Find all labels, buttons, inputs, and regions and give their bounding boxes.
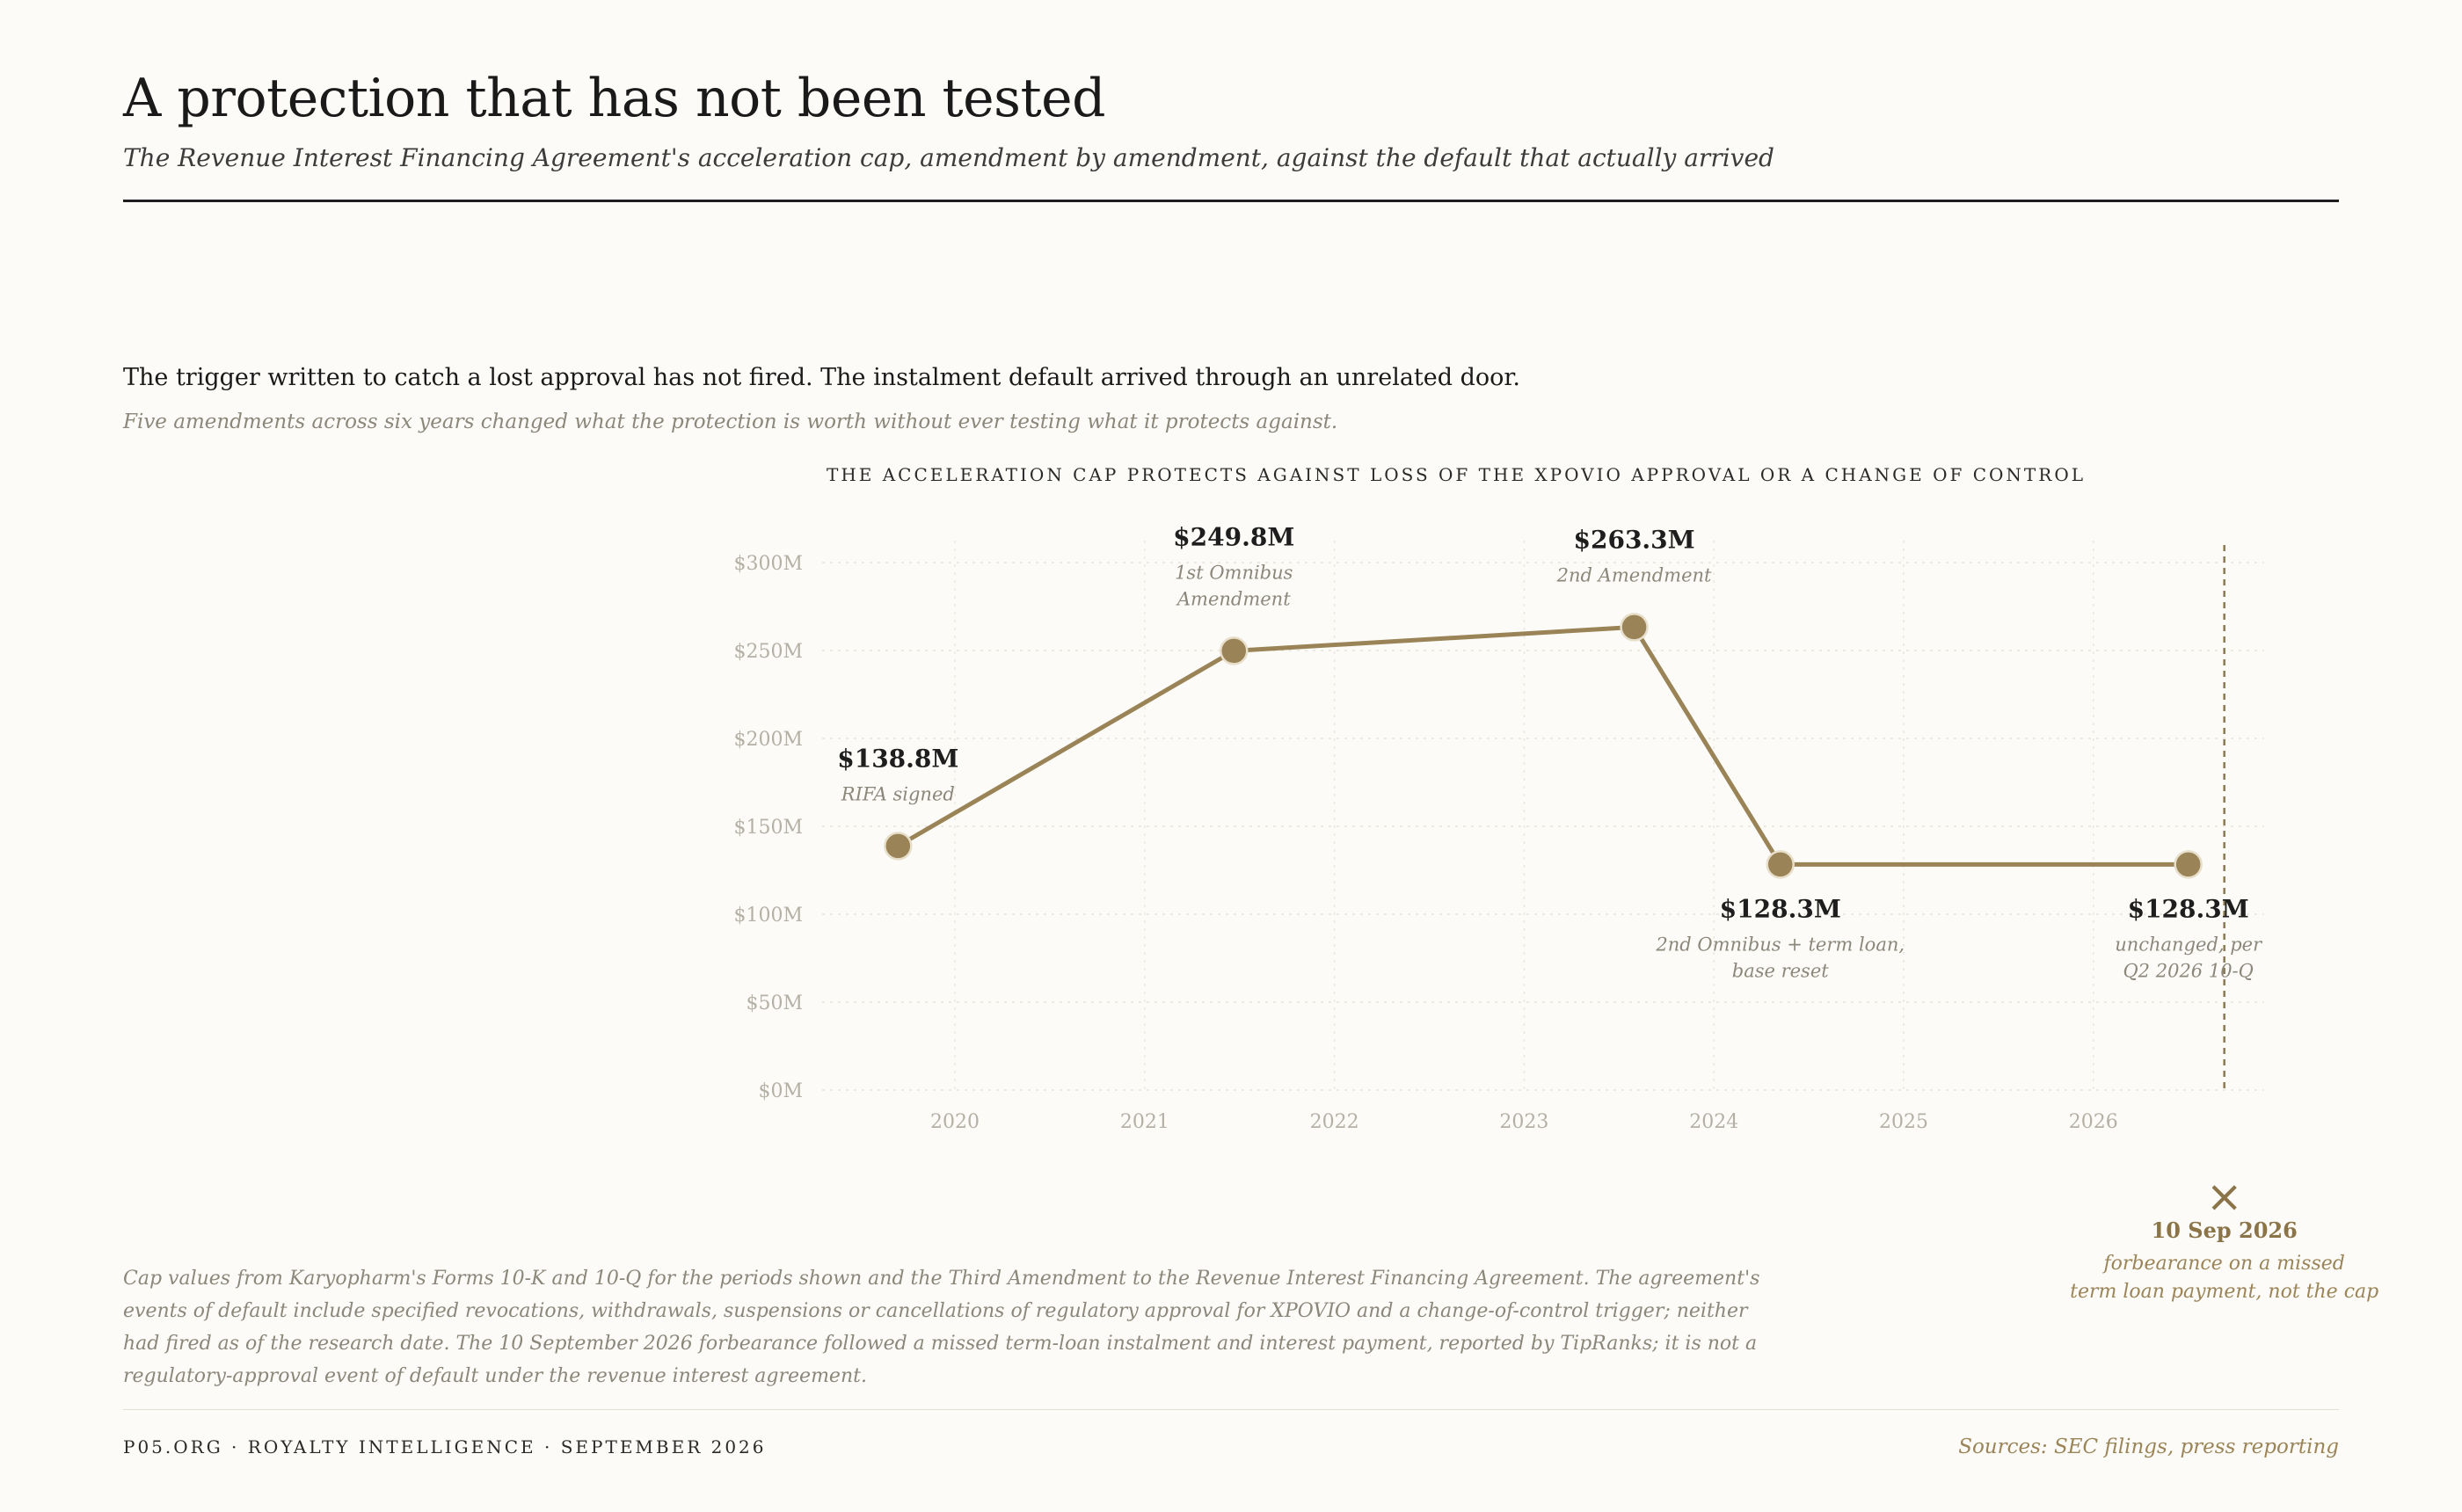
data-point xyxy=(1620,613,1649,642)
x-tick-label: 2022 xyxy=(1310,1111,1359,1133)
point-note: Amendment xyxy=(1176,588,1291,609)
point-note: 2nd Amendment xyxy=(1556,564,1712,585)
event-note: term loan payment, not the cap xyxy=(2070,1281,2378,1303)
point-note: unchanged, per xyxy=(2115,934,2263,955)
footer-rule xyxy=(123,1409,2339,1410)
x-tick-label: 2026 xyxy=(2069,1111,2118,1133)
y-tick-label: $100M xyxy=(733,905,803,927)
x-tick-label: 2024 xyxy=(1689,1111,1738,1133)
dek-text: Five amendments across six years changed… xyxy=(123,411,1338,433)
x-tick-label: 2023 xyxy=(1499,1111,1548,1133)
acceleration-cap-chart: $0M $50M $100M $150M $200M $250M $300M 2020 2021… xyxy=(733,522,2378,1303)
footer-sources: Sources: SEC filings, press reporting xyxy=(1958,1436,2339,1458)
x-tick-label: 2020 xyxy=(930,1111,980,1133)
point-note: base reset xyxy=(1732,960,1830,981)
value-label: $138.8M xyxy=(837,744,958,773)
event-date-label: 10 Sep 2026 xyxy=(2152,1218,2298,1243)
x-tick-label: 2021 xyxy=(1120,1111,1169,1133)
chart-title: THE ACCELERATION CAP PROTECTS AGAINST LO… xyxy=(827,464,2087,485)
data-labels: $138.8M RIFA signed $249.8M 1st Omnibus Amen… xyxy=(837,522,2263,981)
lede-text: The trigger written to catch a lost appr… xyxy=(123,364,1520,391)
event-note: forbearance on a missed xyxy=(2102,1253,2345,1275)
x-tick-label: 2025 xyxy=(1879,1111,1928,1133)
point-note: Q2 2026 10-Q xyxy=(2123,960,2253,981)
data-point xyxy=(2174,850,2203,879)
value-label: $128.3M xyxy=(2128,894,2249,923)
page-subtitle: The Revenue Interest Financing Agreement… xyxy=(123,143,1774,172)
data-point xyxy=(1220,636,1249,665)
point-note: 2nd Omnibus + term loan, xyxy=(1655,934,1905,955)
y-tick-label: $200M xyxy=(733,729,803,751)
header-rule xyxy=(123,200,2339,202)
data-point xyxy=(884,832,913,861)
y-tick-label: $300M xyxy=(733,553,803,575)
event-marker: ×10 Sep 2026 forbearance on a missed term … xyxy=(2070,545,2378,1303)
point-note: 1st Omnibus xyxy=(1175,562,1293,583)
y-tick-label: $50M xyxy=(746,992,803,1014)
y-tick-label: $250M xyxy=(733,641,803,663)
value-label: $263.3M xyxy=(1574,525,1695,554)
footnote: Cap values from Karyopharm's Forms 10-K … xyxy=(123,1268,1760,1387)
value-label: $128.3M xyxy=(1720,894,1841,923)
grid xyxy=(822,541,2264,1091)
page-title: A protection that has not been tested xyxy=(123,68,1106,129)
value-label: $249.8M xyxy=(1173,522,1294,551)
y-tick-label: $150M xyxy=(733,817,803,839)
event-x-icon: × xyxy=(2206,1171,2243,1222)
data-point xyxy=(1766,850,1795,879)
y-tick-label: $0M xyxy=(758,1080,803,1102)
series-line-path xyxy=(897,624,2189,867)
footer-credit: P05.ORG · ROYALTY INTELLIGENCE · SEPTEMB… xyxy=(123,1436,767,1457)
series-line xyxy=(897,624,2189,867)
point-note: RIFA signed xyxy=(841,783,955,804)
data-points xyxy=(884,613,2203,879)
axes: $0M $50M $100M $150M $200M $250M $300M 2020 2021… xyxy=(733,553,2117,1133)
